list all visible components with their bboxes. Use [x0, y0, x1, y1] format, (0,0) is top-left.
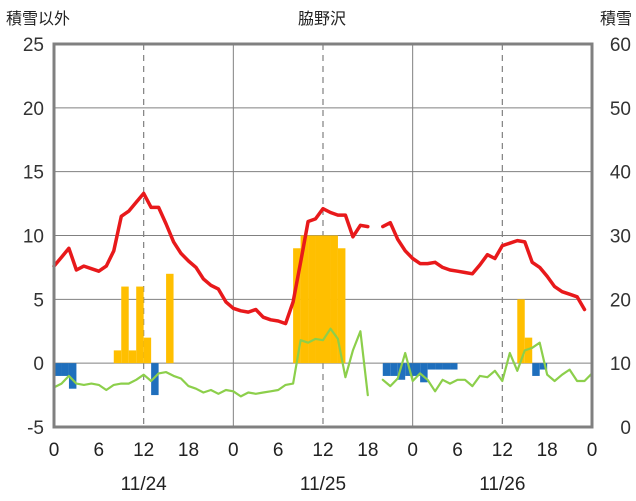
wind-bar — [427, 363, 436, 370]
left-tick-label: 0 — [33, 354, 44, 375]
left-axis-label: 積雪以外 — [6, 9, 70, 28]
precip-bar — [121, 286, 129, 364]
x-tick-label: 0 — [228, 440, 239, 461]
chart-title: 脇野沢 — [298, 9, 346, 28]
precip-bar — [300, 235, 309, 364]
left-tick-label: 15 — [23, 163, 44, 184]
plot-frame — [52, 42, 594, 429]
temperature-line — [381, 220, 587, 312]
wind-bar — [420, 363, 428, 383]
precip-bar — [323, 235, 331, 364]
x-tick-label: 6 — [452, 440, 463, 461]
wind-bar — [539, 363, 548, 370]
temperature-line — [52, 191, 370, 326]
date-label: 11/25 — [300, 474, 346, 495]
precip-bar — [337, 248, 346, 364]
precip-bar — [524, 337, 533, 364]
precip-bar — [143, 337, 152, 364]
left-tick-label: -5 — [27, 418, 44, 439]
right-tick-label: 20 — [610, 290, 631, 311]
x-tick-label: 6 — [273, 440, 284, 461]
wind-bar — [397, 363, 406, 380]
date-label: 11/24 — [121, 474, 168, 495]
wind-bar — [151, 363, 159, 396]
right-tick-label: 50 — [610, 99, 631, 120]
wind-bar — [382, 363, 391, 376]
x-tick-label: 12 — [133, 440, 154, 461]
x-tick-label: 0 — [407, 440, 418, 461]
right-tick-label: 0 — [620, 418, 631, 439]
precip-bar — [517, 299, 525, 364]
right-tick-label: 40 — [610, 163, 631, 184]
wind-bar — [442, 363, 451, 370]
x-tick-label: 18 — [357, 440, 378, 461]
x-tick-label: 12 — [312, 440, 333, 461]
date-label: 11/26 — [479, 474, 525, 495]
left-tick-label: 25 — [23, 35, 44, 56]
precip-bar — [128, 350, 137, 364]
wind-bar — [68, 363, 77, 389]
x-tick-label: 0 — [587, 440, 598, 461]
x-tick-label: 0 — [49, 440, 60, 461]
right-tick-label: 10 — [610, 354, 631, 375]
precip-bar — [330, 235, 338, 364]
wind-bar — [450, 363, 458, 370]
wind-bar — [412, 363, 421, 376]
wind-bar — [54, 363, 62, 376]
precip-bar — [293, 248, 301, 364]
secondary-line — [381, 341, 594, 393]
wind-bar — [435, 363, 443, 370]
precip-bar — [113, 350, 122, 364]
secondary-line — [52, 327, 369, 398]
left-tick-label: 20 — [23, 99, 44, 120]
precip-bar — [308, 235, 316, 364]
x-tick-label: 18 — [537, 440, 558, 461]
right-axis-label: 積雪 — [600, 9, 632, 28]
x-tick-label: 18 — [178, 440, 199, 461]
x-tick-label: 12 — [492, 440, 513, 461]
x-tick-label: 6 — [94, 440, 105, 461]
right-tick-label: 60 — [610, 35, 631, 56]
wind-bar — [532, 363, 540, 376]
wind-bar — [390, 363, 398, 376]
wind-bar — [61, 363, 69, 376]
right-tick-label: 30 — [610, 227, 631, 248]
left-tick-label: 10 — [23, 227, 44, 248]
precip-bar — [315, 235, 323, 364]
left-tick-label: 5 — [33, 290, 44, 311]
precip-bar — [136, 286, 144, 364]
precip-bar — [166, 273, 174, 364]
